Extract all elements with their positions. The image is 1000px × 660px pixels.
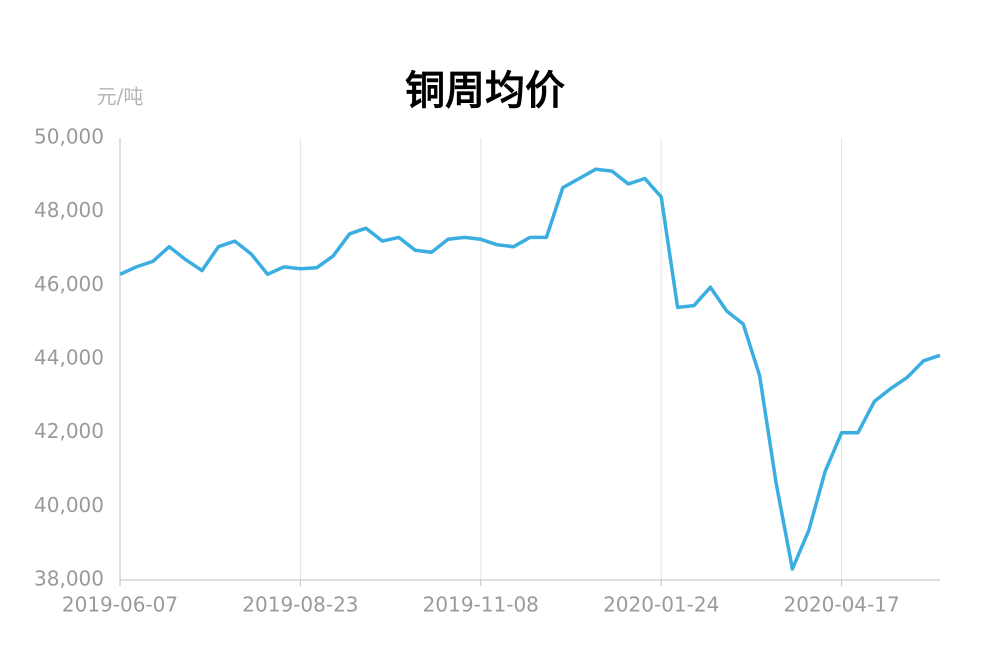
- data-line: [119, 167, 941, 571]
- y-tick-label: 40,000: [34, 493, 104, 517]
- chart-title: 铜周均价: [405, 68, 565, 114]
- y-tick-label: 38,000: [34, 567, 104, 591]
- y-tick-label: 42,000: [34, 419, 104, 443]
- y-tick-label: 46,000: [34, 272, 104, 296]
- x-tick-label: 2019-06-07: [62, 593, 178, 617]
- y-tick-label: 50,000: [34, 125, 104, 149]
- x-tick-label: 2020-01-24: [603, 593, 719, 617]
- y-tick-label: 48,000: [34, 198, 104, 222]
- y-tick-label: 44,000: [34, 346, 104, 370]
- y-axis-unit: 元/吨: [97, 85, 144, 109]
- x-tick-label: 2019-11-08: [423, 593, 539, 617]
- x-tick-label: 2019-08-23: [242, 593, 358, 617]
- x-tick-label: 2020-04-17: [783, 593, 899, 617]
